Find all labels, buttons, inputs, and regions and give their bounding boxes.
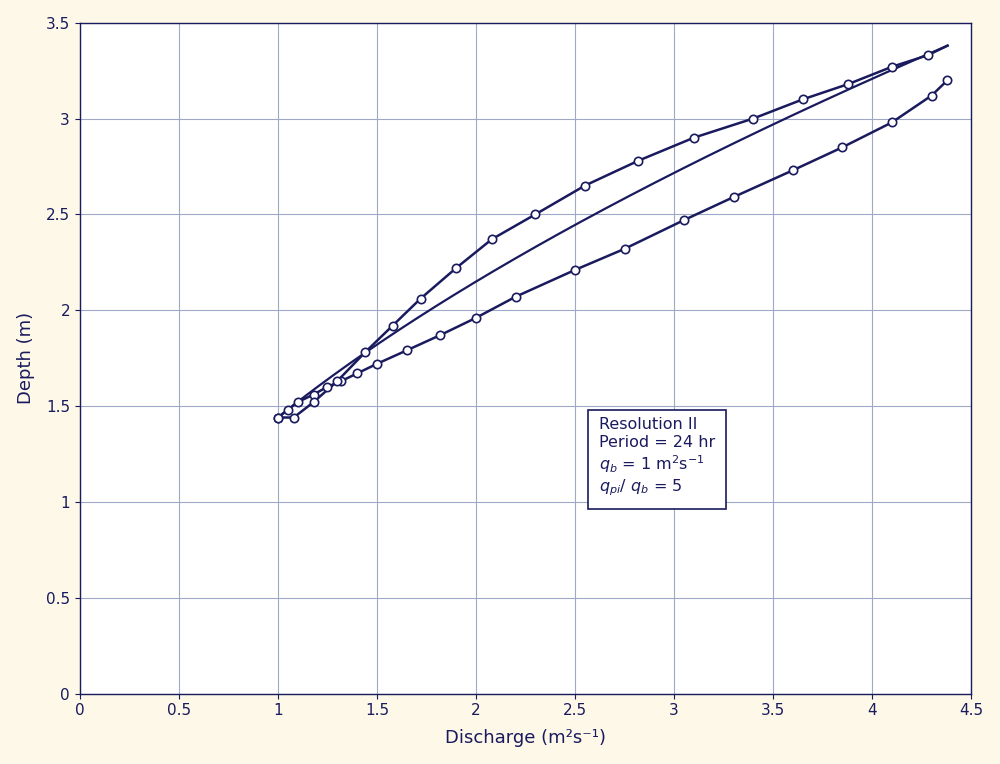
Text: Resolution II
Period = 24 hr
$q_b$ = 1 m$^2$s$^{-1}$
$q_{pi}$/ $q_b$ = 5: Resolution II Period = 24 hr $q_b$ = 1 m… — [599, 417, 715, 498]
X-axis label: Discharge (m²s⁻¹): Discharge (m²s⁻¹) — [445, 730, 606, 747]
Y-axis label: Depth (m): Depth (m) — [17, 312, 35, 404]
